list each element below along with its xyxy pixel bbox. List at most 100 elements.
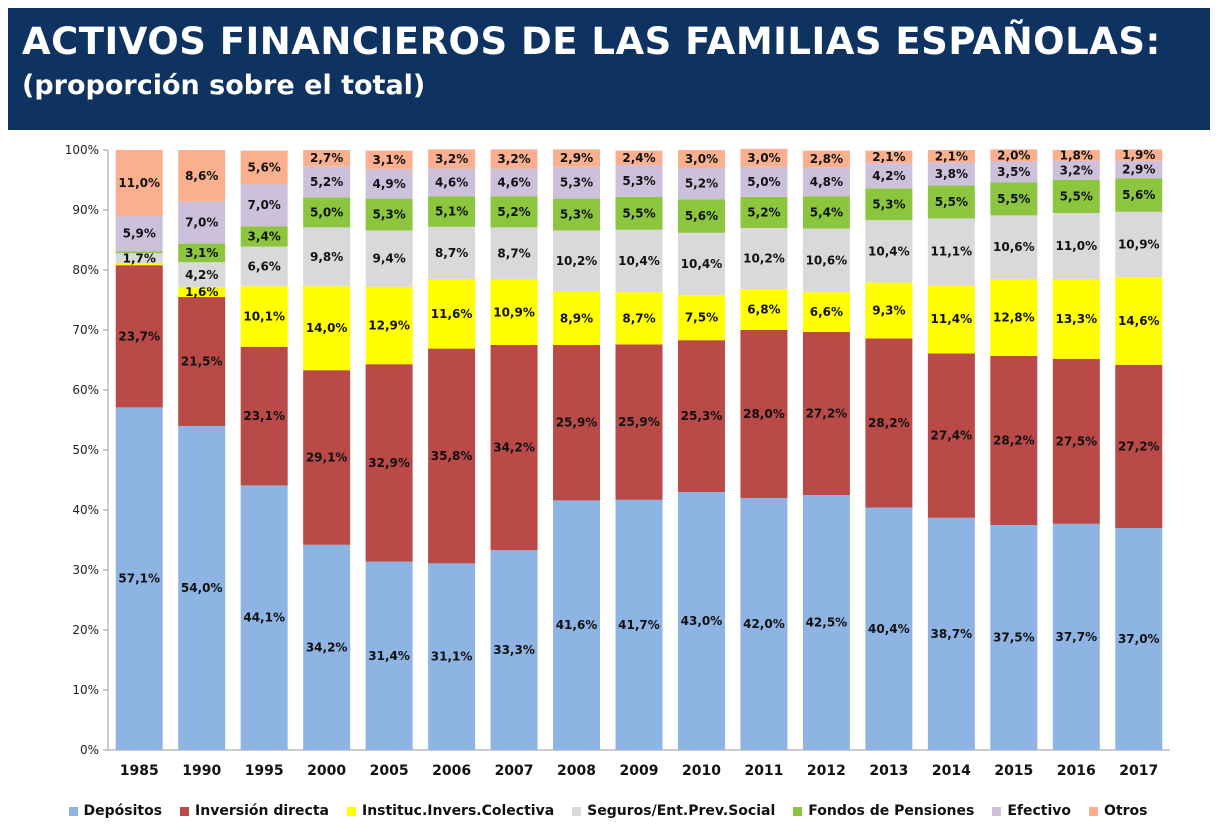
bar-segment (240, 286, 288, 347)
bar-segment (990, 149, 1038, 162)
data-label: 5,2% (747, 205, 780, 219)
legend-label: Efectivo (1007, 803, 1072, 819)
data-label: 3,0% (685, 152, 718, 166)
data-label: 6,6% (248, 259, 281, 273)
data-label: 7,0% (248, 198, 281, 212)
y-tick-label: 20% (72, 623, 99, 637)
bar-segment (865, 220, 913, 283)
data-label: 9,3% (872, 304, 905, 318)
data-label: 9,4% (372, 252, 405, 266)
data-label: 3,1% (372, 153, 405, 167)
bar-segment (1052, 160, 1100, 180)
bar-segment (553, 198, 601, 231)
bar-segment (365, 286, 413, 365)
bar-segment (365, 150, 413, 170)
bar-segment (428, 196, 476, 227)
data-label: 5,3% (560, 208, 593, 222)
legend-label: Fondos de Pensiones (808, 803, 975, 819)
bar-segment (802, 228, 850, 293)
bar-segment (1115, 160, 1163, 179)
x-tick-label: 1985 (120, 763, 159, 779)
data-label: 10,2% (556, 254, 598, 268)
bar-segment (615, 344, 663, 500)
bar-segment (865, 150, 913, 164)
bar-segment (677, 168, 725, 200)
data-label: 5,5% (622, 206, 655, 220)
data-label: 28,2% (868, 416, 910, 430)
bar-segment (990, 355, 1038, 525)
data-label: 21,5% (181, 355, 223, 369)
bar-segment (740, 196, 788, 228)
y-tick-label: 0% (80, 743, 99, 757)
data-label: 28,0% (743, 407, 785, 421)
y-tick-label: 80% (72, 263, 99, 277)
data-label: 38,7% (931, 627, 973, 641)
data-label: 10,9% (1118, 238, 1160, 252)
legend-swatch (1089, 806, 1099, 816)
bar-segment (927, 150, 975, 163)
bar-segment (802, 150, 850, 168)
data-label: 42,0% (743, 617, 785, 631)
bar-segment (303, 197, 351, 228)
bar-segment (553, 149, 601, 167)
bar-segment (365, 230, 413, 287)
bar-segment (553, 291, 601, 345)
data-label: 5,6% (1122, 188, 1155, 202)
data-label: 5,6% (685, 209, 718, 223)
legend-swatch (992, 806, 1002, 816)
bar-segment (677, 199, 725, 233)
x-tick-label: 2014 (932, 763, 971, 779)
chart-subtitle: (proporción sobre el total) (22, 70, 426, 101)
x-tick-label: 1990 (182, 763, 221, 779)
bar-segment (115, 251, 163, 254)
bar-segment (428, 348, 476, 564)
bar-segment (865, 507, 913, 750)
data-label: 3,4% (248, 229, 281, 243)
y-tick-label: 10% (72, 683, 99, 697)
bar-segment (927, 517, 975, 750)
data-label: 32,9% (368, 456, 410, 470)
x-tick-label: 2010 (682, 763, 721, 779)
data-label: 5,0% (747, 175, 780, 189)
data-label: 14,0% (306, 321, 348, 335)
bar-segment (490, 149, 538, 169)
data-label: 5,5% (935, 195, 968, 209)
data-label: 41,7% (618, 618, 660, 632)
bar-segment (178, 287, 226, 297)
bar-segment (490, 550, 538, 750)
bar-segment (303, 544, 351, 750)
bar-segment (303, 286, 351, 371)
data-label: 11,0% (1055, 239, 1097, 253)
legend-item: Instituc.Invers.Colectiva (346, 803, 554, 819)
data-label: 29,1% (306, 451, 348, 465)
data-label: 2,0% (997, 148, 1030, 162)
bar-segment (303, 166, 351, 198)
data-label: 3,0% (747, 151, 780, 165)
bar-segment (740, 498, 788, 750)
data-label: 4,2% (872, 169, 905, 183)
data-label: 10,9% (493, 305, 535, 319)
data-label: 7,5% (685, 311, 718, 325)
bar-segment (990, 161, 1038, 183)
data-label: 25,3% (681, 409, 723, 423)
data-label: 37,5% (993, 631, 1035, 645)
bar-segment (490, 345, 538, 551)
data-label: 4,9% (372, 177, 405, 191)
data-label: 5,4% (810, 205, 843, 219)
data-label: 5,9% (123, 227, 156, 241)
data-label: 3,5% (997, 165, 1030, 179)
bar-segment (365, 364, 413, 562)
data-label: 25,9% (556, 416, 598, 430)
bar-segment (428, 563, 476, 750)
bar-segment (240, 246, 288, 287)
bar-segment (240, 485, 288, 750)
bar-segment (740, 148, 788, 167)
data-label: 2,4% (622, 151, 655, 165)
bar-segment (490, 227, 538, 280)
data-label: 8,9% (560, 311, 593, 325)
data-label: 27,2% (806, 406, 848, 420)
bar-segment (990, 215, 1038, 279)
data-label: 3,1% (185, 246, 218, 260)
y-tick-label: 40% (72, 503, 99, 517)
data-label: 3,2% (1060, 163, 1093, 177)
